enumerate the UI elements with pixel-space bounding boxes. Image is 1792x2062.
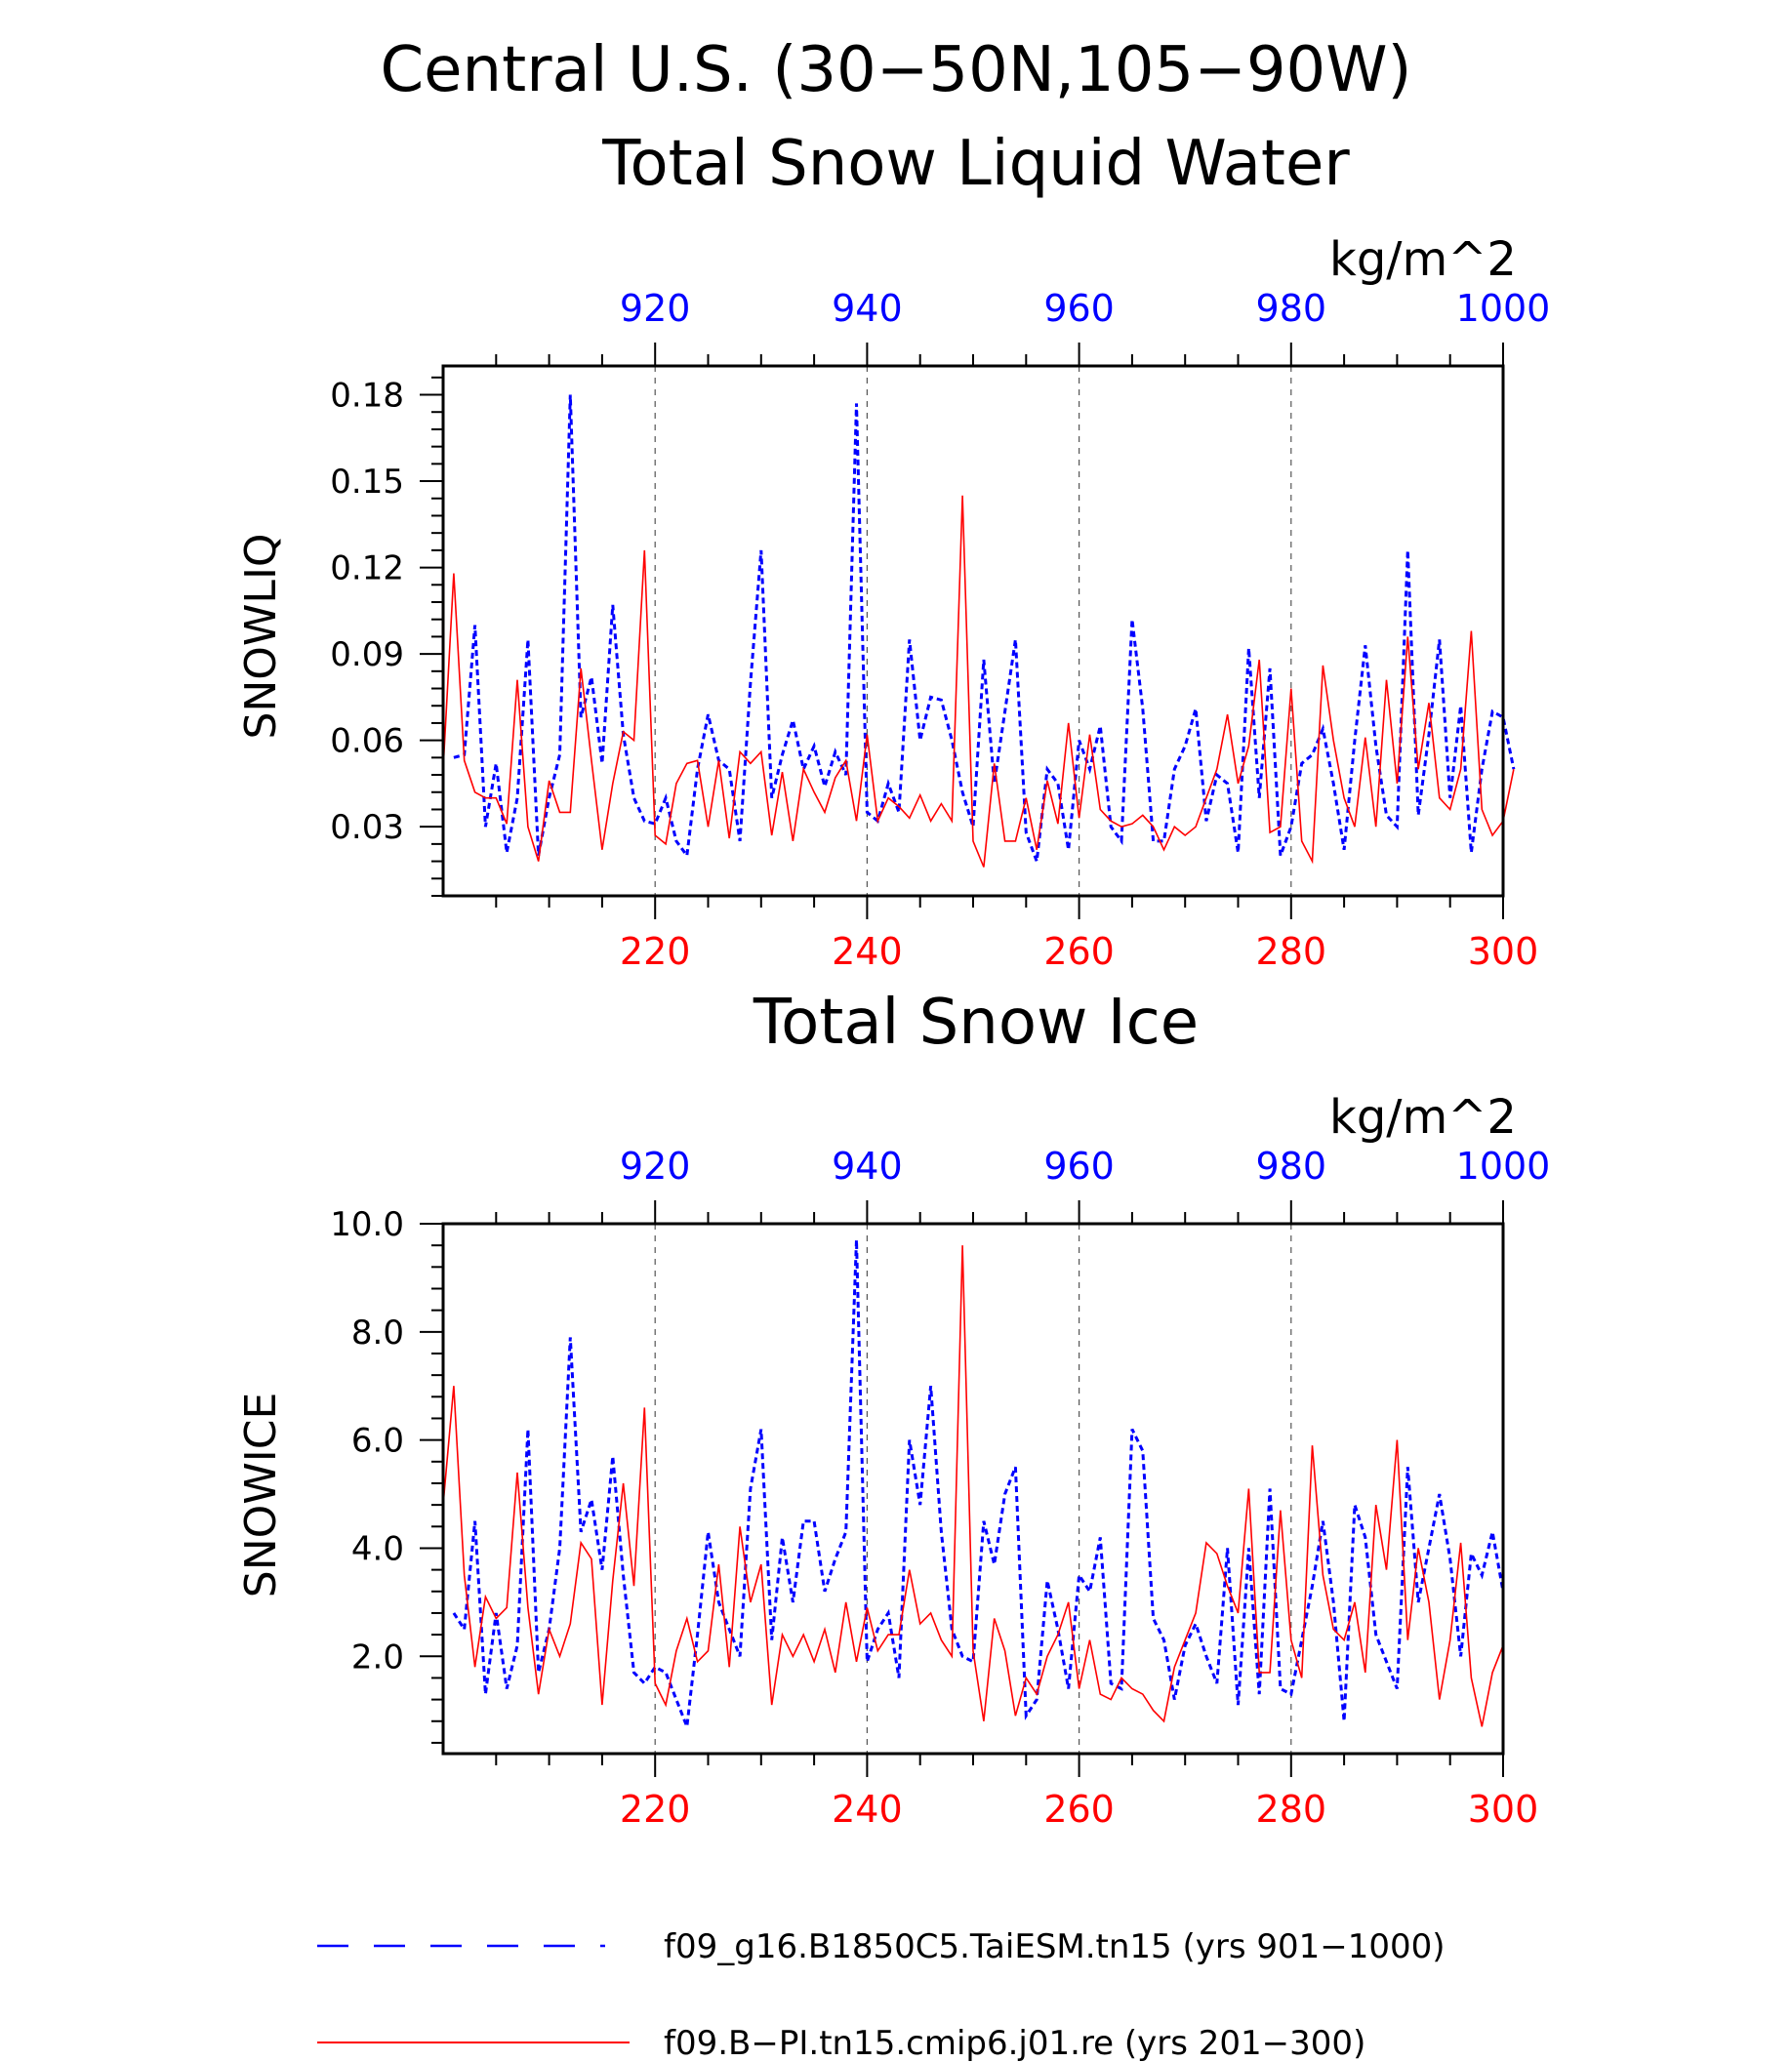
x-bottom-tick-label: 280 — [1256, 930, 1327, 973]
legend-label-cmip6: f09.B−PI.tn15.cmip6.j01.re (yrs 201−300) — [664, 2024, 1365, 2062]
x-top-tick-label: 1000 — [1456, 1145, 1551, 1188]
legend: f09_g16.B1850C5.TaiESM.tn15 (yrs 901−100… — [317, 1927, 1446, 2062]
x-top-tick-label: 940 — [832, 1145, 903, 1188]
y-axis-label-snowice: SNOWICE — [236, 1393, 286, 1597]
figure-title-line1: Central U.S. (30−50N,105−90W) — [380, 34, 1411, 106]
y-tick-label: 0.03 — [330, 808, 404, 847]
chart-title-snowliq: Total Snow Liquid Water — [601, 128, 1350, 200]
x-top-tick-label: 960 — [1043, 1145, 1115, 1188]
y-tick-label: 0.12 — [330, 549, 404, 588]
y-tick-label: 2.0 — [351, 1637, 404, 1677]
x-top-tick-label: 980 — [1256, 1145, 1327, 1188]
plot-area-snowliq: 0.03 0.06 0.09 0.12 0.15 0.18 220 240 260 280 300 9… — [330, 287, 1550, 973]
x-bottom-tick-label: 240 — [832, 1788, 903, 1831]
y-tick-label: 0.09 — [330, 635, 404, 674]
series-line-cmip6 — [442, 1245, 1504, 1727]
x-bottom-tick-label: 300 — [1468, 1788, 1539, 1831]
x-bottom-tick-label: 280 — [1256, 1788, 1327, 1831]
x-bottom-tick-label: 260 — [1043, 930, 1115, 973]
series-line-taiesm — [453, 394, 1516, 863]
x-top-tick-label: 940 — [832, 287, 903, 330]
x-bottom-tick-label: 240 — [832, 930, 903, 973]
units-label-snowice: kg/m^2 — [1329, 1090, 1517, 1145]
x-top-tick-label: 980 — [1256, 287, 1327, 330]
x-top-tick-label: 920 — [620, 287, 691, 330]
x-top-tick-label: 1000 — [1456, 287, 1551, 330]
chart-title-snowice: Total Snow Ice — [753, 987, 1199, 1059]
series-line-taiesm — [452, 1239, 1505, 1727]
units-label-snowliq: kg/m^2 — [1329, 232, 1517, 287]
x-bottom-tick-label: 220 — [620, 930, 691, 973]
x-bottom-tick-label: 260 — [1043, 1788, 1115, 1831]
y-tick-label: 6.0 — [351, 1422, 404, 1461]
y-tick-label: 0.15 — [330, 463, 404, 502]
x-top-tick-label: 960 — [1043, 287, 1115, 330]
series-line-cmip6 — [442, 495, 1515, 868]
x-bottom-tick-label: 220 — [620, 1788, 691, 1831]
y-tick-label: 8.0 — [351, 1314, 404, 1353]
y-tick-label: 10.0 — [330, 1205, 404, 1244]
y-tick-label: 0.18 — [330, 377, 404, 416]
legend-label-taiesm: f09_g16.B1850C5.TaiESM.tn15 (yrs 901−100… — [664, 1927, 1446, 1966]
y-axis-label-snowliq: SNOWLIQ — [236, 533, 286, 739]
plot-area-snowice: 2.0 4.0 6.0 8.0 10.0 220 240 260 280 300 920 940 960… — [330, 1145, 1550, 1831]
y-tick-label: 4.0 — [351, 1529, 404, 1568]
y-tick-label: 0.06 — [330, 722, 404, 761]
x-top-tick-label: 920 — [620, 1145, 691, 1188]
x-bottom-tick-label: 300 — [1468, 930, 1539, 973]
